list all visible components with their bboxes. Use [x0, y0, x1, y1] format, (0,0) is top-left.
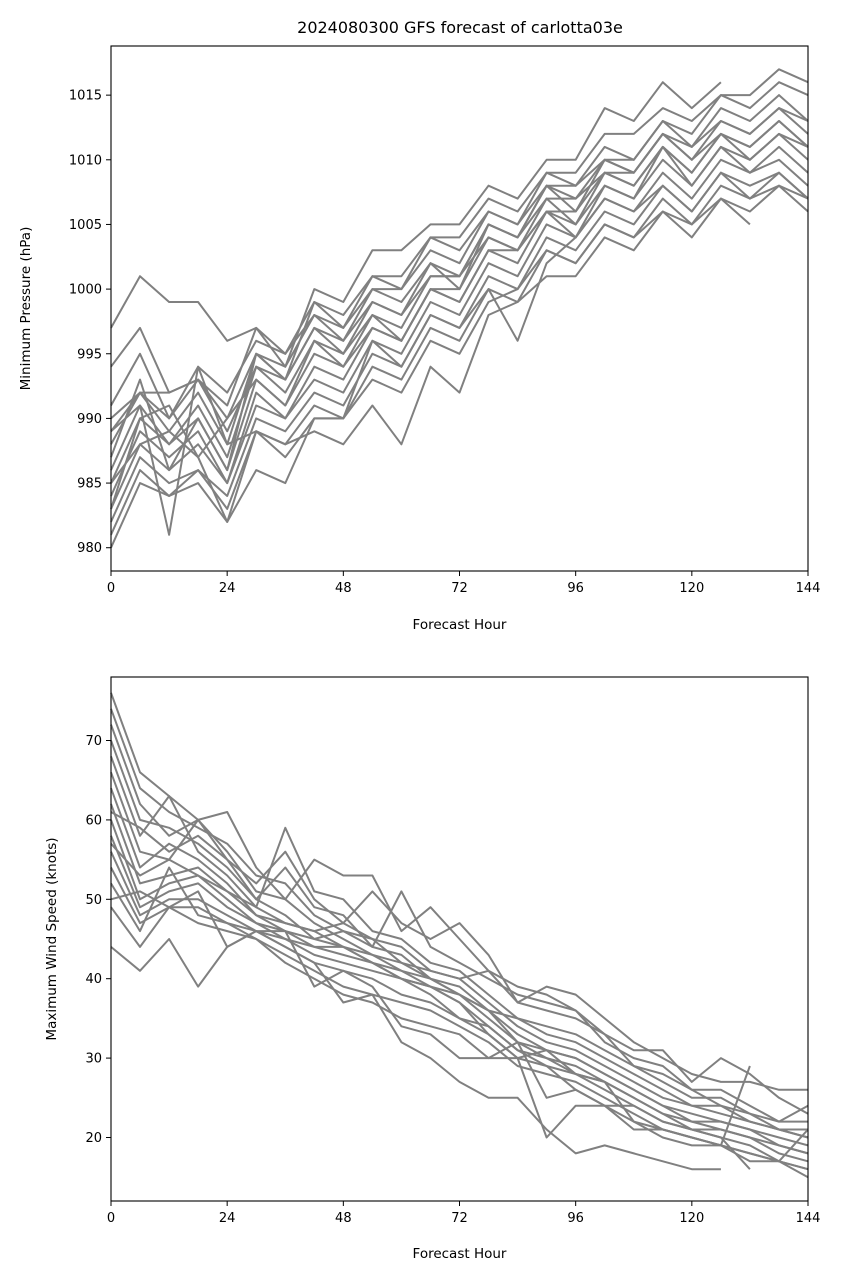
pressure-y-ticks: 980 985 990 995 1000 1005 1010 1015: [69, 89, 111, 556]
wind-y-tick-label: 40: [85, 972, 102, 987]
wind-series-17-line: [110, 811, 751, 1170]
pressure-series-17-line: [110, 132, 809, 484]
wind-y-tick-label: 30: [85, 1052, 102, 1067]
wind-x-tick-label: 120: [679, 1211, 704, 1226]
pressure-y-tick-label: 990: [77, 412, 102, 427]
pressure-series-13-line: [110, 184, 809, 536]
pressure-y-axis-label: Minimum Pressure (hPa): [18, 227, 34, 391]
pressure-series-14-line: [110, 171, 809, 523]
figure-title: 2024080300 GFS forecast of carlotta03e: [297, 18, 623, 37]
wind-x-tick-label: 24: [219, 1211, 236, 1226]
pressure-x-tick-label: 96: [567, 581, 584, 596]
wind-series-6-line: [110, 771, 808, 1091]
pressure-y-tick-label: 1005: [69, 218, 102, 233]
wind-x-tick-label: 144: [796, 1211, 821, 1226]
wind-series-18-line: [110, 843, 751, 1147]
pressure-series-3-line: [110, 81, 809, 420]
pressure-y-tick-label: 980: [77, 541, 102, 556]
pressure-x-axis-label: Forecast Hour: [413, 617, 507, 633]
wind-y-ticks: 20 30 40 50 60 70: [85, 734, 111, 1146]
pressure-series-8-line: [110, 145, 809, 497]
pressure-x-tick-label: 144: [796, 581, 821, 596]
wind-x-tick-label: 72: [451, 1211, 468, 1226]
pressure-series-1-line: [110, 81, 722, 368]
wind-panel: 0 24 48 72 96 120 144 20 30 40 50 60 70 Forecast Ho…: [44, 676, 821, 1262]
wind-series-14-line: [110, 890, 809, 1171]
wind-x-tick-label: 48: [335, 1211, 352, 1226]
wind-series-16-line: [110, 930, 721, 1171]
pressure-series-12-line: [110, 197, 751, 549]
pressure-x-tick-label: 0: [107, 581, 115, 596]
wind-series-4-line: [110, 740, 808, 1131]
pressure-x-ticks: 0 24 48 72 96 120 144: [107, 571, 821, 596]
pressure-x-tick-label: 72: [451, 581, 468, 596]
pressure-series-lines: [110, 68, 809, 549]
wind-y-axis-label: Maximum Wind Speed (knots): [44, 837, 60, 1040]
pressure-y-tick-label: 995: [77, 347, 102, 362]
wind-y-tick-label: 60: [85, 813, 102, 828]
pressure-y-tick-label: 1010: [69, 153, 102, 168]
pressure-y-tick-label: 1000: [69, 283, 102, 298]
wind-y-tick-label: 50: [85, 893, 102, 908]
pressure-series-6-line: [110, 120, 809, 471]
wind-series-9-line: [110, 819, 809, 1139]
wind-series-7-line: [110, 787, 809, 1115]
pressure-series-2-line: [110, 68, 809, 407]
pressure-x-tick-label: 120: [679, 581, 704, 596]
pressure-series-15-line: [110, 120, 809, 472]
wind-series-13-line: [110, 866, 809, 1179]
pressure-panel: 0 24 48 72 96 120 144 980 985 990 995 1000 1005 1010…: [18, 45, 821, 633]
wind-x-tick-label: 96: [567, 1211, 584, 1226]
wind-x-axis-label: Forecast Hour: [413, 1246, 507, 1262]
wind-series-lines: [110, 692, 809, 1179]
pressure-series-16-line: [110, 107, 809, 433]
pressure-y-tick-label: 985: [77, 477, 102, 492]
pressure-x-tick-label: 48: [335, 581, 352, 596]
wind-y-tick-label: 70: [85, 734, 102, 749]
wind-series-5-line: [110, 756, 808, 1123]
wind-series-10-line: [110, 835, 809, 1155]
pressure-x-tick-label: 24: [219, 581, 236, 596]
pressure-series-7-line: [110, 132, 809, 484]
wind-x-ticks: 0 24 48 72 96 120 144: [107, 1201, 821, 1226]
wind-series-3-line: [110, 724, 809, 1139]
wind-y-tick-label: 20: [85, 1131, 102, 1146]
pressure-series-9-line: [110, 158, 809, 510]
wind-x-tick-label: 0: [107, 1211, 115, 1226]
pressure-y-tick-label: 1015: [69, 89, 102, 104]
